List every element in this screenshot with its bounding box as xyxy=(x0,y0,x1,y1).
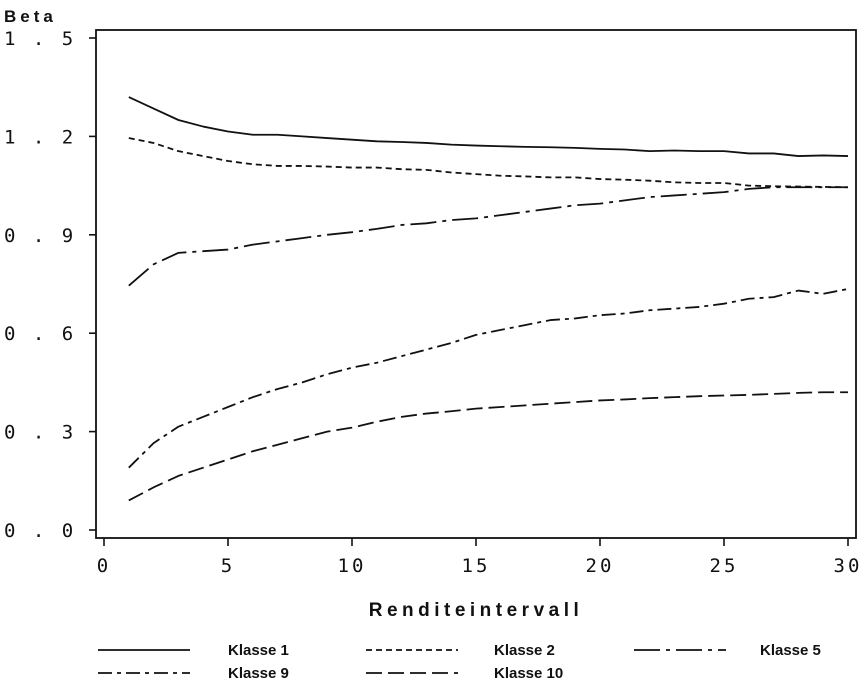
series-lines xyxy=(128,96,849,502)
y-tick-label: 0 . 6 xyxy=(4,323,76,345)
legend-label: Klasse 10 xyxy=(494,665,563,682)
series-line-1 xyxy=(128,96,849,157)
legend: Klasse 1 Klasse 2 Klasse 5 Klasse 9 Klasse 1… xyxy=(98,642,821,682)
series-line-4 xyxy=(128,288,849,469)
x-tick-label: 25 xyxy=(710,555,739,577)
y-axis-title: Beta xyxy=(4,7,57,26)
x-tick-label: 10 xyxy=(338,555,367,577)
x-tick-label: 20 xyxy=(586,555,615,577)
x-tick-label: 30 xyxy=(834,555,863,577)
series-line-3 xyxy=(128,186,848,287)
y-tick-label: 1 . 5 xyxy=(4,28,76,50)
x-tick-label: 0 xyxy=(97,555,111,577)
x-tick-label: 15 xyxy=(462,555,491,577)
legend-label: Klasse 2 xyxy=(494,642,555,659)
legend-label: Klasse 5 xyxy=(760,642,821,659)
y-tick-label: 0 . 3 xyxy=(4,422,76,444)
series-line-2 xyxy=(128,137,849,189)
legend-label: Klasse 1 xyxy=(228,642,289,659)
y-tick-label: 1 . 2 xyxy=(4,126,76,148)
x-tick-label: 5 xyxy=(221,555,235,577)
y-tick-label: 0 . 0 xyxy=(4,520,76,542)
y-axis: 0 . 0 0 . 3 0 . 6 0 . 9 1 . 2 1 . 5 xyxy=(4,28,96,542)
x-axis-title: Renditeintervall xyxy=(369,600,584,621)
plot-frame xyxy=(95,29,857,539)
legend-label: Klasse 9 xyxy=(228,665,289,682)
y-tick-label: 0 . 9 xyxy=(4,225,76,247)
series-line-5 xyxy=(128,391,848,502)
x-axis: 0 5 10 15 20 25 30 xyxy=(97,538,863,577)
